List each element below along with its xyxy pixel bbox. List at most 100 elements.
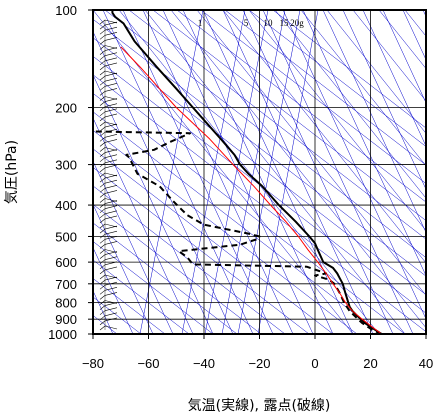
mixing-ratio-label: 15: [280, 18, 290, 28]
isotherm-line: [144, 10, 406, 334]
wind-barb-flag: [99, 96, 106, 101]
y-tick-label: 300: [55, 158, 77, 173]
wind-barb-flag: [99, 45, 106, 50]
dry-adiabat-line: [322, 10, 426, 234]
wind-barb-flag: [99, 239, 106, 244]
moist-adiabat-line: [93, 241, 214, 334]
x-tick-label: 0: [311, 356, 318, 371]
mixing-ratio-label: 10: [264, 18, 274, 28]
wind-barb: [104, 210, 118, 215]
y-tick-label: 900: [55, 312, 77, 327]
moist-adiabat-line: [200, 10, 426, 184]
wind-barb: [104, 103, 118, 107]
wind-barb: [104, 317, 118, 322]
wind-barb: [104, 307, 118, 311]
wind-barb: [104, 266, 118, 271]
wind-barb: [104, 236, 118, 240]
moist-adiabat-line: [93, 222, 238, 334]
isotherm-line: [170, 10, 426, 329]
dry-adiabat-line: [362, 10, 426, 147]
moist-adiabat-line: [93, 92, 406, 334]
mixing-ratio-line: [257, 10, 319, 334]
y-tick-label: 1000: [48, 327, 77, 342]
moist-adiabat-line: [93, 55, 426, 314]
moist-adiabat-line: [152, 10, 426, 221]
wind-barbs: [99, 19, 118, 331]
moist-adiabat-line: [224, 10, 426, 166]
moist-adiabat-line: [93, 148, 334, 334]
wind-barb: [104, 302, 118, 306]
dry-adiabat-line: [382, 10, 426, 104]
wind-barb: [104, 108, 118, 113]
wind-barb-flag: [99, 147, 106, 152]
mixing-ratio-label: 1: [198, 18, 203, 28]
isotherm-line: [352, 10, 426, 102]
parcel-path-line: [120, 46, 382, 334]
wind-barb-flag: [99, 274, 106, 280]
wind-barb-flag: [99, 121, 106, 127]
dry-adiabat-line: [93, 160, 174, 334]
wind-barb-flag: [99, 172, 106, 178]
wind-barb-flag: [99, 320, 106, 326]
isotherm-line: [222, 10, 426, 264]
wind-barb-flag: [99, 188, 106, 193]
wind-barb: [104, 98, 118, 102]
mixing-ratio-line: [237, 10, 301, 334]
wind-barb: [104, 174, 118, 179]
mixing-ratio-line: [139, 10, 204, 334]
isotherm-line: [196, 10, 426, 296]
wind-barb: [104, 225, 118, 230]
isotherm-line: [118, 10, 380, 334]
dry-adiabat-line: [222, 10, 374, 334]
wind-barb: [104, 215, 118, 220]
dry-adiabat-line: [242, 10, 394, 334]
wind-barb: [104, 205, 118, 209]
dry-adiabat-line: [342, 10, 426, 190]
wind-barb: [104, 139, 118, 143]
y-tick-label: 700: [55, 277, 77, 292]
wind-barb-flag: [99, 24, 106, 30]
wind-barb-flag: [99, 244, 106, 249]
grid-lines: [93, 10, 426, 334]
isotherm-line: [93, 10, 354, 334]
wind-barb-flag: [99, 198, 106, 203]
wind-barb: [104, 276, 118, 281]
wind-barb-flag: [99, 254, 106, 259]
wind-barb-flag: [99, 126, 106, 132]
moist-adiabat-line: [93, 37, 426, 295]
wind-barb-flag: [99, 70, 106, 76]
moist-adiabat-line: [248, 10, 426, 147]
x-axis: −80 −60 −40 −20 0 20 40: [82, 334, 433, 371]
x-axis-title: 気温(実線), 露点(破線): [188, 398, 331, 412]
dry-adiabat-line: [202, 10, 354, 334]
moist-adiabat-line: [93, 74, 426, 333]
wind-barb-flag: [99, 19, 106, 25]
wind-barb: [104, 37, 118, 41]
wind-barb: [104, 281, 118, 286]
wind-barb: [104, 26, 118, 31]
wind-barb-flag: [99, 65, 106, 71]
wind-barb-flag: [99, 203, 106, 208]
wind-barb: [104, 325, 118, 330]
wind-barb-flag: [99, 86, 106, 91]
wind-barb: [104, 164, 118, 169]
moist-adiabat-line: [93, 167, 310, 334]
series-layer: [93, 10, 383, 334]
dry-adiabat-line: [162, 10, 314, 334]
wind-barb: [104, 134, 118, 138]
wind-barb-flag: [99, 167, 106, 173]
x-tick-label: −20: [248, 356, 270, 371]
wind-barb-flag: [99, 131, 106, 137]
wind-barb-flag: [99, 264, 106, 270]
isotherm-line: [274, 10, 426, 199]
wind-barb-flag: [99, 213, 106, 219]
wind-barb-flag: [99, 91, 106, 96]
wind-barb-flag: [99, 137, 106, 142]
wind-barb: [104, 179, 118, 184]
wind-barb-flag: [99, 142, 106, 147]
moist-adiabat-line: [93, 111, 382, 334]
wind-barb-flag: [99, 60, 106, 66]
dry-adiabat-line: [93, 247, 134, 334]
y-tick-label: 500: [55, 229, 77, 244]
